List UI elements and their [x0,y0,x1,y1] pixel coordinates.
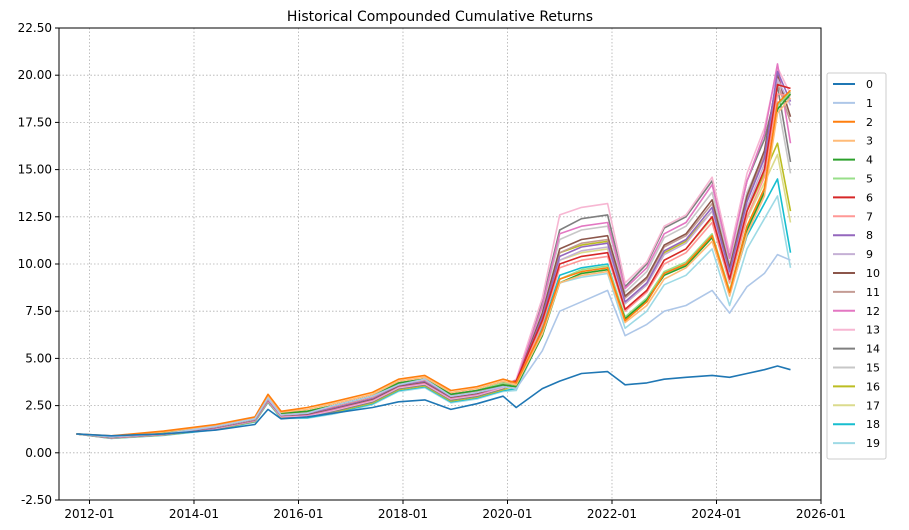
x-tick-label: 2020-01 [482,507,532,521]
y-tick-label: 0.00 [25,446,52,460]
chart-title: Historical Compounded Cumulative Returns [287,9,593,25]
series-layer [76,63,792,440]
y-tick-label: 2.50 [25,399,52,413]
y-tick-label: 15.00 [18,163,52,177]
legend-label-11: 11 [866,286,880,299]
legend-label-8: 8 [866,229,873,242]
legend-label-19: 19 [866,437,880,450]
y-tick-label: 12.50 [18,210,52,224]
y-tick-label: 22.50 [18,21,52,35]
y-tick-label: 7.50 [25,304,52,318]
legend-label-16: 16 [866,380,880,393]
series-line-17 [76,153,792,439]
legend-label-0: 0 [866,78,873,91]
x-tick-label: 2022-01 [587,507,637,521]
axis-layer: -2.50 0.00 2.50 5.00 7.50 10.00 12.50 15.00 17.5… [18,21,846,521]
legend-label-12: 12 [866,305,880,318]
x-tick-label: 2024-01 [691,507,741,521]
y-tick-label: 5.00 [25,351,52,365]
x-tick-label: 2016-01 [273,507,323,521]
series-line-3 [76,97,792,438]
series-line-1 [76,253,791,438]
legend-label-10: 10 [866,267,880,280]
series-line-16 [76,142,792,439]
legend-label-3: 3 [866,135,873,148]
series-line-19 [76,195,792,440]
legend-label-14: 14 [866,343,880,356]
legend-label-4: 4 [866,154,873,167]
legend-label-7: 7 [866,210,873,223]
legend-label-2: 2 [866,116,873,129]
series-line-2 [76,89,792,437]
legend-label-17: 17 [866,399,880,412]
legend-label-5: 5 [866,173,873,186]
x-tick-label: 2018-01 [378,507,428,521]
legend-label-6: 6 [866,191,873,204]
y-tick-label: -2.50 [21,493,52,507]
y-tick-label: 10.00 [18,257,52,271]
x-tick-label: 2026-01 [796,507,846,521]
series-line-0 [76,365,791,437]
legend-label-1: 1 [866,97,873,110]
legend-label-9: 9 [866,248,873,261]
legend-label-13: 13 [866,324,880,337]
x-tick-label: 2014-01 [169,507,219,521]
legend-label-18: 18 [866,418,880,431]
y-tick-label: 20.00 [18,68,52,82]
x-tick-label: 2012-01 [64,507,114,521]
legend-label-15: 15 [866,362,880,375]
y-tick-label: 17.50 [18,115,52,129]
legend-box [826,72,887,460]
